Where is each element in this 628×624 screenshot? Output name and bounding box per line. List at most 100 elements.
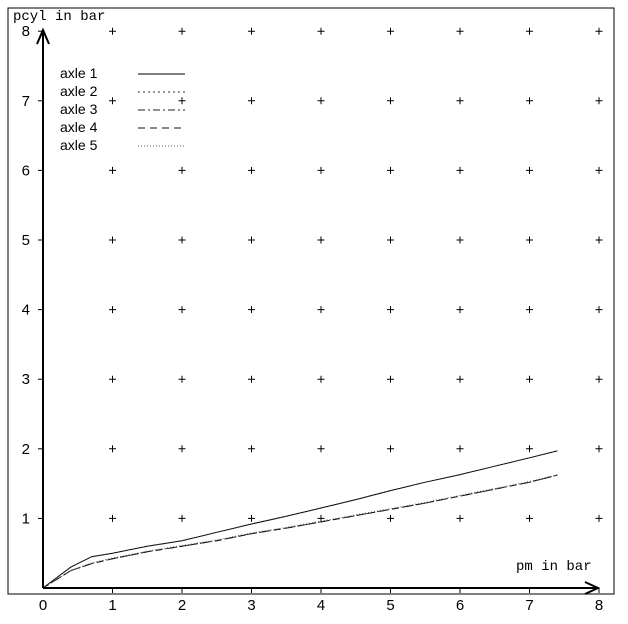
grid-marker xyxy=(387,97,394,105)
grid-marker xyxy=(526,445,533,453)
grid-marker xyxy=(178,306,186,314)
grid-marker xyxy=(526,97,533,105)
grid-marker xyxy=(178,445,186,453)
grid-marker xyxy=(109,27,116,35)
grid-marker xyxy=(595,306,603,314)
grid-marker xyxy=(248,236,255,244)
grid-marker xyxy=(178,27,186,35)
y-tick-label: 5 xyxy=(22,232,30,249)
y-tick-label: 2 xyxy=(22,441,30,458)
legend-label: axle 2 xyxy=(60,83,98,99)
grid-marker xyxy=(456,166,464,174)
grid-marker xyxy=(317,236,325,244)
y-tick-label: 6 xyxy=(22,162,30,179)
grid-marker xyxy=(387,166,394,174)
grid-marker xyxy=(317,306,325,314)
series-line xyxy=(42,474,558,589)
grid-marker xyxy=(109,375,116,383)
tick-marks xyxy=(38,30,600,593)
grid-marker xyxy=(109,306,116,314)
y-tick-label: 7 xyxy=(22,93,30,110)
y-axis-arrowhead xyxy=(36,27,50,45)
grid-marker xyxy=(456,27,464,35)
grid-marker xyxy=(456,236,464,244)
series-line xyxy=(42,474,558,589)
grid-marker xyxy=(178,236,186,244)
legend-label: axle 1 xyxy=(60,65,98,81)
series-line xyxy=(42,474,558,589)
grid-marker xyxy=(456,97,464,105)
tick-labels: 0 1 2 3 4 5 6 7 8 1 2 3 4 5 6 7 8 xyxy=(22,23,604,614)
grid-marker xyxy=(178,375,186,383)
x-tick-label: 6 xyxy=(456,597,464,614)
y-tick-label: 1 xyxy=(22,510,30,527)
y-tick-label: 3 xyxy=(22,371,30,388)
y-axis-label: pcyl in bar xyxy=(13,9,105,25)
grid-marker xyxy=(317,375,325,383)
plot-border xyxy=(7,7,615,595)
x-tick-label: 0 xyxy=(39,597,47,614)
grid-marker xyxy=(456,445,464,453)
grid-marker xyxy=(109,236,116,244)
grid-marker xyxy=(456,514,464,522)
grid-marker xyxy=(109,97,116,105)
grid-marker xyxy=(387,306,394,314)
grid-marker xyxy=(456,375,464,383)
x-axis-arrowhead xyxy=(584,581,601,595)
grid-marker xyxy=(526,27,533,35)
x-tick-label: 7 xyxy=(525,597,533,614)
y-tick-label: 8 xyxy=(22,23,30,40)
x-tick-label: 4 xyxy=(317,597,325,614)
grid-marker xyxy=(248,375,255,383)
grid-marker xyxy=(178,166,186,174)
grid-marker xyxy=(178,514,186,522)
series-lines xyxy=(42,450,558,589)
grid-marker xyxy=(248,166,255,174)
grid-marker xyxy=(248,306,255,314)
x-tick-label: 8 xyxy=(595,597,603,614)
legend-label: axle 3 xyxy=(60,101,98,117)
grid-marker xyxy=(595,445,603,453)
series-line xyxy=(42,450,558,589)
grid-marker xyxy=(526,514,533,522)
grid-markers xyxy=(109,27,603,522)
grid-marker xyxy=(178,97,186,105)
grid-marker xyxy=(317,166,325,174)
grid-marker xyxy=(526,375,533,383)
grid-marker xyxy=(595,375,603,383)
grid-marker xyxy=(595,97,603,105)
grid-marker xyxy=(595,514,603,522)
grid-marker xyxy=(526,236,533,244)
y-tick-label: 4 xyxy=(22,302,30,319)
grid-marker xyxy=(387,375,394,383)
x-tick-label: 1 xyxy=(108,597,116,614)
grid-marker xyxy=(387,27,394,35)
axes xyxy=(36,27,601,595)
grid-marker xyxy=(248,27,255,35)
grid-marker xyxy=(109,445,116,453)
legend-label: axle 5 xyxy=(60,137,98,153)
legend-label: axle 4 xyxy=(60,119,98,135)
grid-marker xyxy=(595,166,603,174)
grid-marker xyxy=(387,236,394,244)
x-tick-label: 5 xyxy=(386,597,394,614)
x-tick-label: 3 xyxy=(247,597,255,614)
grid-marker xyxy=(248,97,255,105)
grid-marker xyxy=(387,514,394,522)
grid-marker xyxy=(248,445,255,453)
grid-marker xyxy=(595,27,603,35)
grid-marker xyxy=(317,27,325,35)
grid-marker xyxy=(526,166,533,174)
grid-marker xyxy=(109,166,116,174)
grid-marker xyxy=(317,445,325,453)
legend: axle 1 axle 2 axle 3 axle 4 axle 5 xyxy=(60,65,185,153)
grid-marker xyxy=(109,514,116,522)
series-line xyxy=(42,450,558,589)
grid-marker xyxy=(248,514,255,522)
grid-marker xyxy=(387,445,394,453)
x-axis-label: pm in bar xyxy=(516,559,592,575)
grid-marker xyxy=(595,236,603,244)
x-tick-label: 2 xyxy=(178,597,186,614)
